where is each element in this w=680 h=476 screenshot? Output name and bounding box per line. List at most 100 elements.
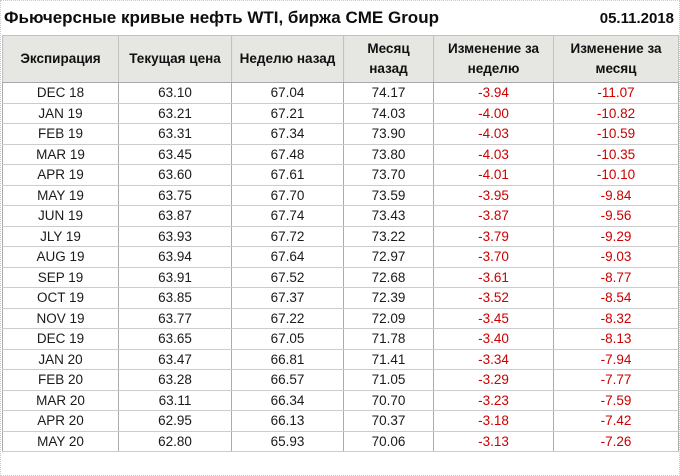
current-price-cell: 63.45 — [118, 144, 232, 165]
month-change-cell: -9.84 — [553, 185, 679, 206]
current-price-cell: 63.77 — [118, 308, 232, 329]
month-change-cell: -10.35 — [553, 144, 679, 165]
week-ago-cell: 66.13 — [231, 410, 344, 432]
col-header-current-price: Текущая цена — [118, 35, 232, 83]
expiration-cell: MAY 20 — [2, 431, 119, 452]
header-row: Экспирация Текущая цена Неделю назад Мес… — [2, 35, 679, 83]
week-ago-cell: 67.72 — [231, 226, 344, 247]
col-header-month-change: Изменение за месяц — [553, 35, 679, 83]
week-change-cell: -3.61 — [433, 267, 554, 288]
current-price-cell: 63.85 — [118, 287, 232, 309]
month-ago-cell: 73.90 — [343, 123, 434, 145]
expiration-cell: DEC 19 — [2, 328, 119, 350]
current-price-cell: 63.94 — [118, 246, 232, 268]
col-header-expiration: Экспирация — [2, 35, 119, 83]
week-change-cell: -4.00 — [433, 103, 554, 124]
current-price-cell: 62.95 — [118, 410, 232, 432]
month-ago-cell: 72.68 — [343, 267, 434, 288]
month-change-cell: -8.77 — [553, 267, 679, 288]
current-price-cell: 63.21 — [118, 103, 232, 124]
table-row: JAN 20 63.47 66.81 71.41 -3.34 -7.94 — [2, 349, 679, 370]
current-price-cell: 63.60 — [118, 164, 232, 186]
week-change-cell: -3.45 — [433, 308, 554, 329]
current-price-cell: 63.47 — [118, 349, 232, 370]
table-row: JAN 19 63.21 67.21 74.03 -4.00 -10.82 — [2, 103, 679, 124]
week-change-cell: -3.79 — [433, 226, 554, 247]
week-change-cell: -3.95 — [433, 185, 554, 206]
table-row: APR 20 62.95 66.13 70.37 -3.18 -7.42 — [2, 410, 679, 432]
current-price-cell: 62.80 — [118, 431, 232, 452]
current-price-cell: 63.31 — [118, 123, 232, 145]
table-row: MAY 19 63.75 67.70 73.59 -3.95 -9.84 — [2, 185, 679, 206]
table-row: DEC 18 63.10 67.04 74.17 -3.94 -11.07 — [2, 82, 679, 104]
table-body: DEC 18 63.10 67.04 74.17 -3.94 -11.07 JAN 19 63… — [2, 82, 679, 452]
month-change-cell: -10.59 — [553, 123, 679, 145]
month-ago-cell: 70.37 — [343, 410, 434, 432]
expiration-cell: APR 19 — [2, 164, 119, 186]
table-row: AUG 19 63.94 67.64 72.97 -3.70 -9.03 — [2, 246, 679, 268]
expiration-cell: OCT 19 — [2, 287, 119, 309]
current-price-cell: 63.91 — [118, 267, 232, 288]
week-change-cell: -3.94 — [433, 82, 554, 104]
table-row: OCT 19 63.85 67.37 72.39 -3.52 -8.54 — [2, 287, 679, 309]
week-change-cell: -3.40 — [433, 328, 554, 350]
expiration-cell: JLY 19 — [2, 226, 119, 247]
week-ago-cell: 67.37 — [231, 287, 344, 309]
expiration-cell: JAN 20 — [2, 349, 119, 370]
month-change-cell: -11.07 — [553, 82, 679, 104]
week-ago-cell: 67.64 — [231, 246, 344, 268]
expiration-cell: DEC 18 — [2, 82, 119, 104]
month-ago-cell: 73.43 — [343, 205, 434, 227]
expiration-cell: JUN 19 — [2, 205, 119, 227]
current-price-cell: 63.87 — [118, 205, 232, 227]
table-row: FEB 19 63.31 67.34 73.90 -4.03 -10.59 — [2, 123, 679, 145]
month-change-cell: -9.29 — [553, 226, 679, 247]
week-ago-cell: 67.04 — [231, 82, 344, 104]
month-change-cell: -7.77 — [553, 369, 679, 391]
week-change-cell: -3.34 — [433, 349, 554, 370]
current-price-cell: 63.28 — [118, 369, 232, 391]
week-ago-cell: 67.61 — [231, 164, 344, 186]
current-price-cell: 63.11 — [118, 390, 232, 411]
month-ago-cell: 73.80 — [343, 144, 434, 165]
expiration-cell: NOV 19 — [2, 308, 119, 329]
month-ago-cell: 74.03 — [343, 103, 434, 124]
week-change-cell: -3.23 — [433, 390, 554, 411]
table-row: FEB 20 63.28 66.57 71.05 -3.29 -7.77 — [2, 369, 679, 391]
month-ago-cell: 72.39 — [343, 287, 434, 309]
month-ago-cell: 73.59 — [343, 185, 434, 206]
month-change-cell: -9.56 — [553, 205, 679, 227]
col-header-week-change: Изменение за неделю — [433, 35, 554, 83]
month-ago-cell: 72.09 — [343, 308, 434, 329]
month-ago-cell: 72.97 — [343, 246, 434, 268]
table-row: MAR 19 63.45 67.48 73.80 -4.03 -10.35 — [2, 144, 679, 165]
week-ago-cell: 67.05 — [231, 328, 344, 350]
col-header-week-ago: Неделю назад — [231, 35, 344, 83]
week-change-cell: -4.03 — [433, 144, 554, 165]
month-change-cell: -8.54 — [553, 287, 679, 309]
month-change-cell: -10.82 — [553, 103, 679, 124]
week-ago-cell: 67.34 — [231, 123, 344, 145]
month-change-cell: -7.59 — [553, 390, 679, 411]
month-ago-cell: 70.70 — [343, 390, 434, 411]
week-change-cell: -3.87 — [433, 205, 554, 227]
month-ago-cell: 71.05 — [343, 369, 434, 391]
week-ago-cell: 65.93 — [231, 431, 344, 452]
current-price-cell: 63.93 — [118, 226, 232, 247]
month-change-cell: -8.13 — [553, 328, 679, 350]
expiration-cell: FEB 19 — [2, 123, 119, 145]
week-change-cell: -3.70 — [433, 246, 554, 268]
week-ago-cell: 67.48 — [231, 144, 344, 165]
expiration-cell: SEP 19 — [2, 267, 119, 288]
title-bar: Фьючерсные кривые нефть WTI, биржа CME G… — [1, 1, 679, 35]
week-ago-cell: 67.52 — [231, 267, 344, 288]
month-change-cell: -9.03 — [553, 246, 679, 268]
month-change-cell: -10.10 — [553, 164, 679, 186]
month-ago-cell: 74.17 — [343, 82, 434, 104]
table-row: APR 19 63.60 67.61 73.70 -4.01 -10.10 — [2, 164, 679, 186]
expiration-cell: MAR 19 — [2, 144, 119, 165]
current-price-cell: 63.10 — [118, 82, 232, 104]
report-date: 05.11.2018 — [599, 9, 674, 27]
month-change-cell: -8.32 — [553, 308, 679, 329]
